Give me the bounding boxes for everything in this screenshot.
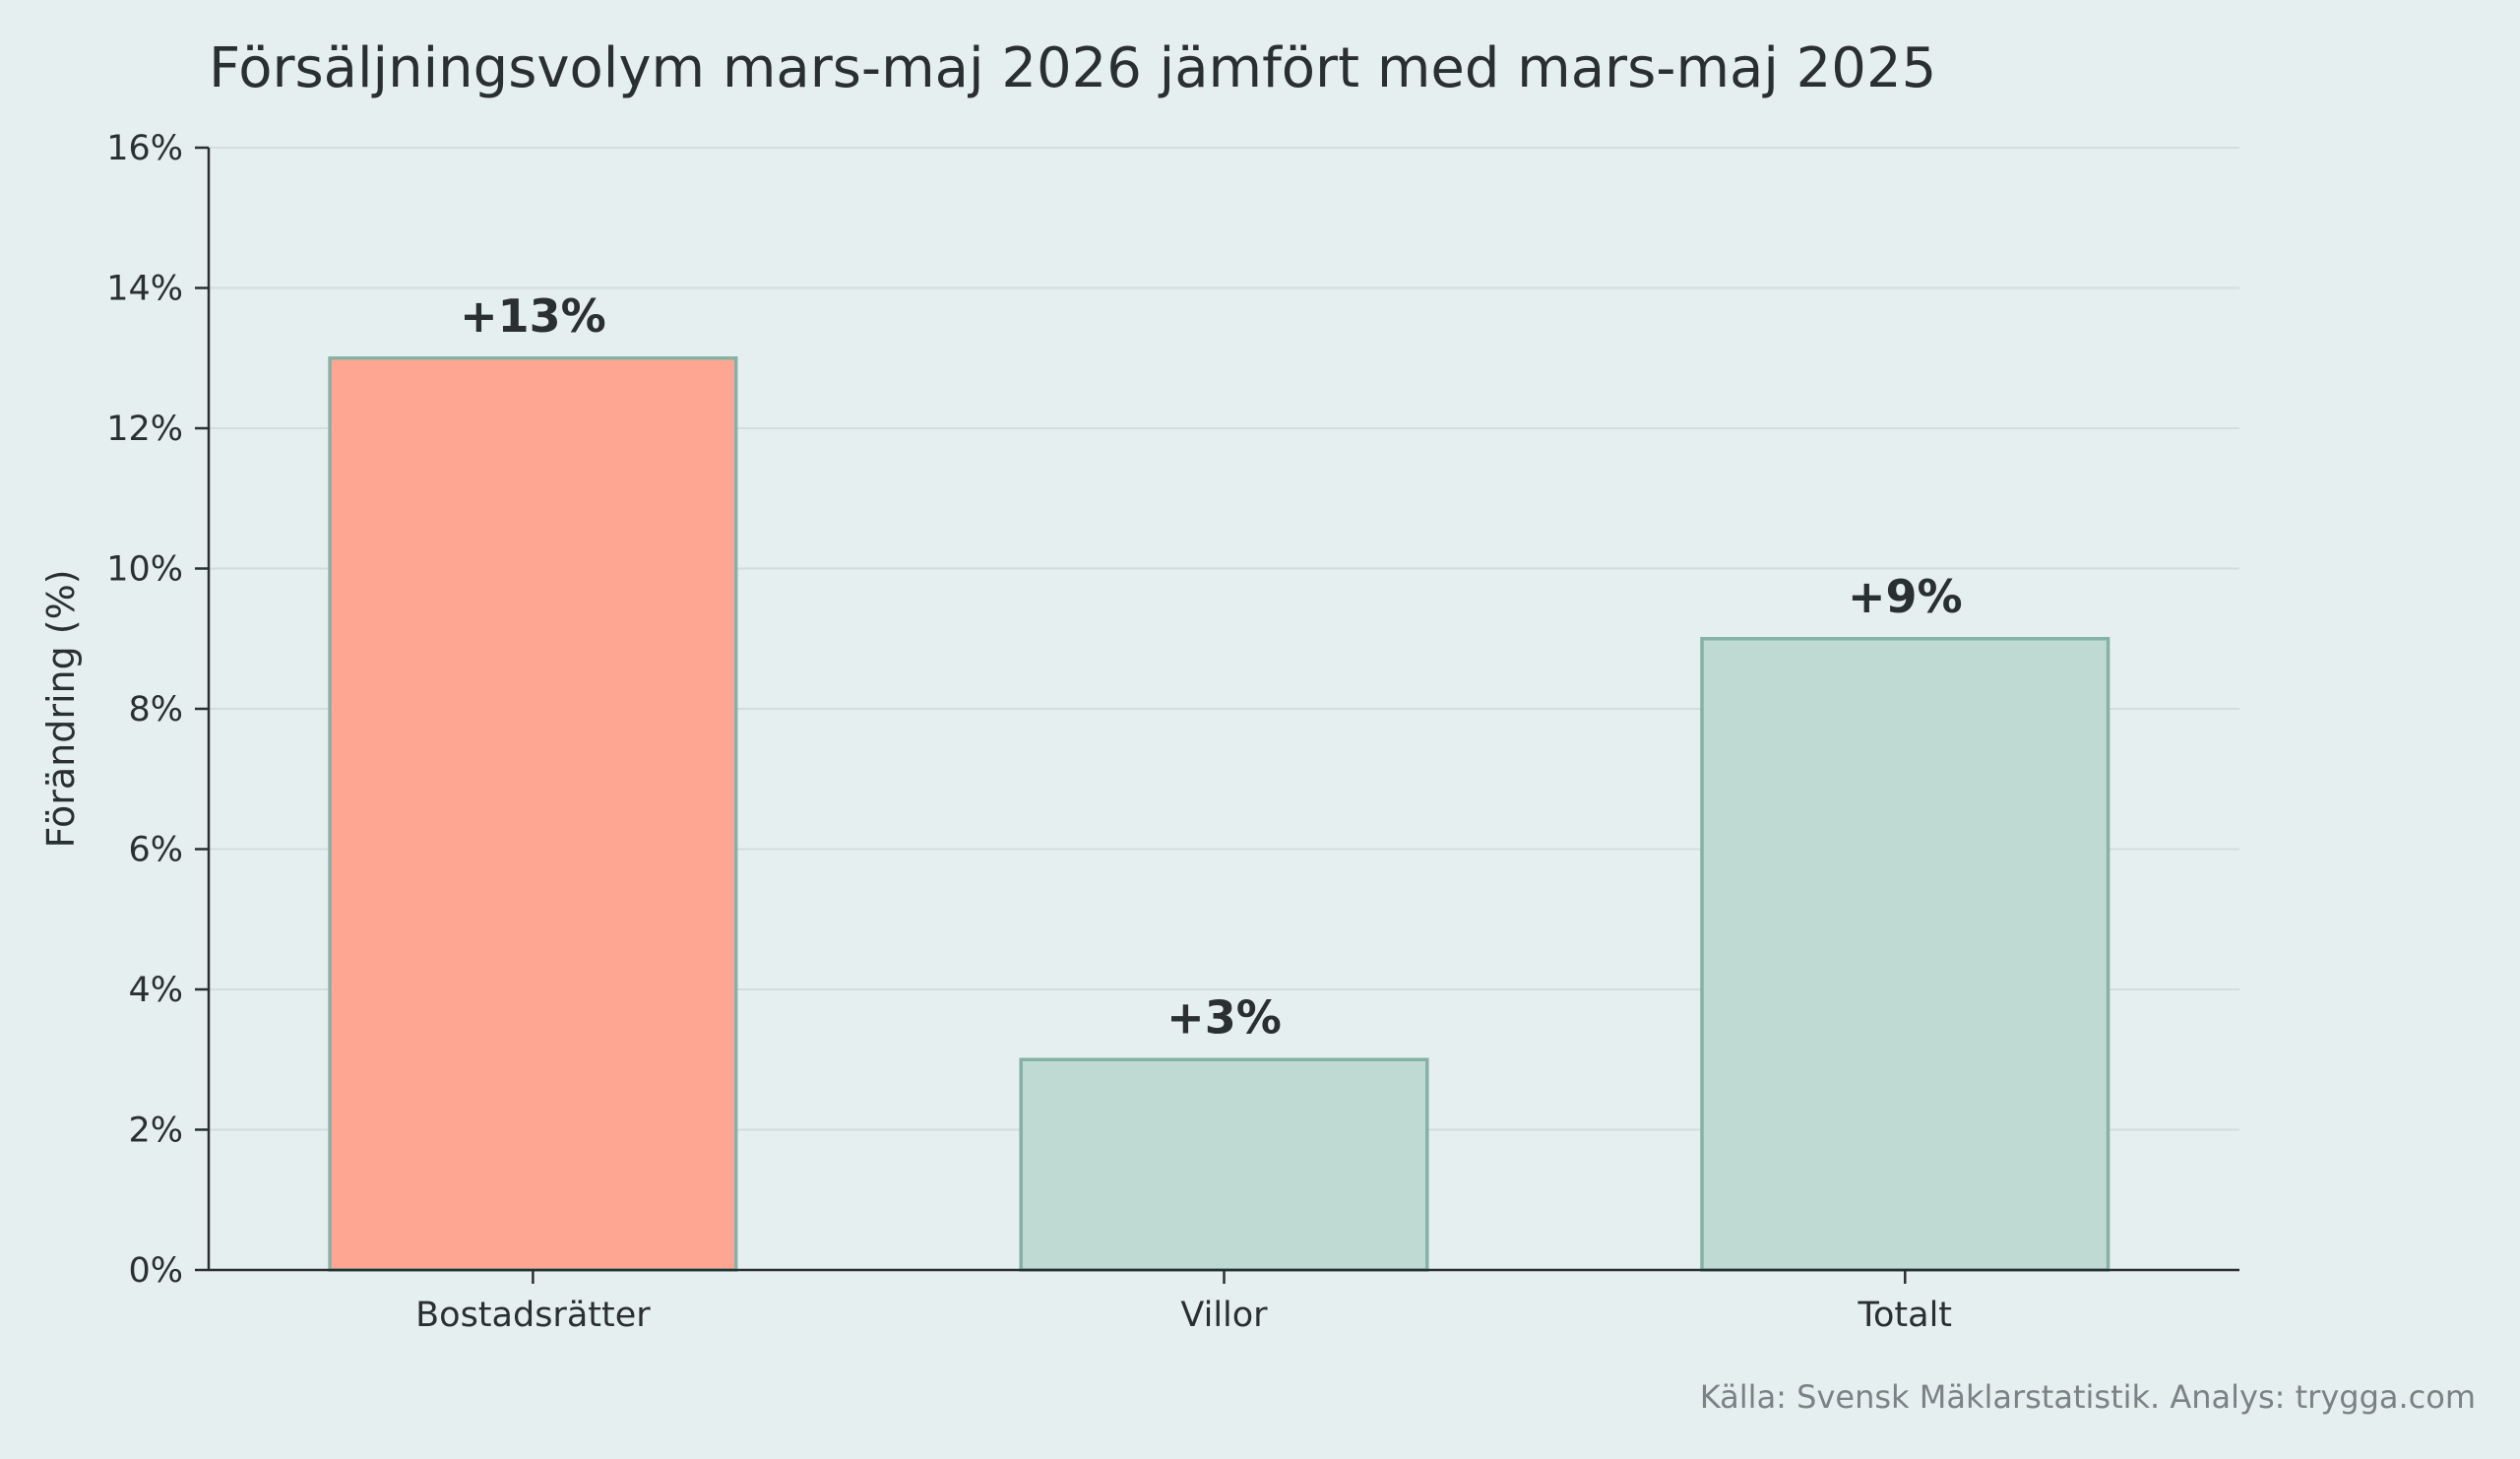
source-note: Källa: Svensk Mäklarstatistik. Analys: t… xyxy=(1700,1378,2476,1416)
y-axis-label: Förändring (%) xyxy=(39,569,83,848)
bar-value-label: +3% xyxy=(1166,990,1282,1044)
y-tick-label: 6% xyxy=(128,831,183,870)
chart-title: Försäljningsvolym mars-maj 2026 jämfört … xyxy=(209,36,1936,100)
value-labels: +13% +3% +9% xyxy=(460,289,1963,1045)
x-tick-label: Villor xyxy=(1180,1296,1268,1335)
y-tick-label: 16% xyxy=(106,129,183,168)
bar-value-label: +9% xyxy=(1848,570,1963,623)
x-ticks: Bostadsrätter Villor Totalt xyxy=(415,1270,1952,1335)
y-tick-label: 2% xyxy=(128,1111,183,1151)
bar-totalt xyxy=(1700,637,2110,1272)
bars xyxy=(328,356,2110,1272)
y-tick-label: 12% xyxy=(106,410,183,449)
y-tick-label: 14% xyxy=(106,270,183,309)
y-tick-label: 10% xyxy=(106,550,183,590)
x-tick-label: Totalt xyxy=(1858,1296,1952,1335)
y-tick-label: 8% xyxy=(128,690,183,730)
y-tick-label: 4% xyxy=(128,971,183,1010)
bar-value-label: +13% xyxy=(460,289,606,343)
x-tick-label: Bostadsrätter xyxy=(415,1296,651,1335)
bar-villor xyxy=(1019,1057,1429,1272)
y-tick-label: 0% xyxy=(128,1251,183,1291)
bar-bostadsrätter xyxy=(328,356,738,1272)
y-ticks: 0% 2% 4% 6% 8% 10% 12% 14% 16% xyxy=(106,129,209,1291)
